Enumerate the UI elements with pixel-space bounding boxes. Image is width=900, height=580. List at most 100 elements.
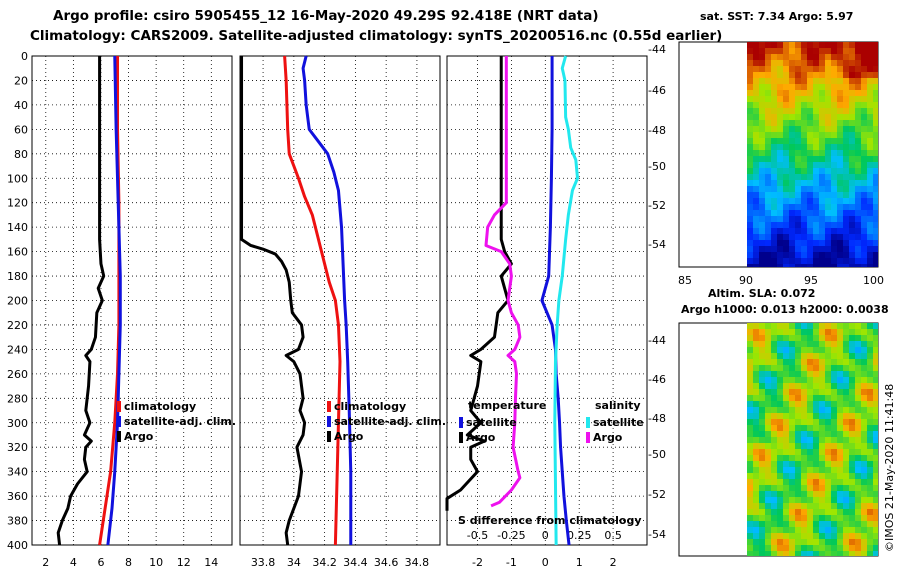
sst-cell: [795, 78, 801, 84]
sla-cell: [759, 341, 765, 347]
sla-cell: [813, 395, 819, 401]
sla-cell: [795, 539, 801, 545]
sst-cell: [873, 210, 878, 216]
sla-cell: [795, 359, 801, 365]
sst-cell: [819, 258, 825, 264]
sla-cell: [831, 389, 837, 395]
x-tick-label: 14: [204, 556, 218, 569]
depth-tick-label: 180: [7, 270, 28, 283]
x-tick-label: 6: [97, 556, 104, 569]
sst-cell: [807, 258, 813, 264]
sla-cell: [801, 335, 807, 341]
sst-cell: [771, 72, 777, 78]
sst-cell: [843, 228, 849, 234]
sla-cell: [795, 401, 801, 407]
sst-cell: [789, 258, 795, 264]
sla-cell: [759, 461, 765, 467]
sla-cell: [759, 545, 765, 551]
sla-cell: [783, 545, 789, 551]
sla-cell: [825, 485, 831, 491]
sla-cell: [801, 419, 807, 425]
sla-cell: [849, 503, 855, 509]
sst-cell: [807, 66, 813, 72]
sst-cell: [849, 144, 855, 150]
sla-cell: [801, 467, 807, 473]
sla-cell: [843, 425, 849, 431]
sla-cell: [861, 539, 867, 545]
sla-cell: [807, 449, 813, 455]
sla-cell: [789, 407, 795, 413]
imos-credit: ©IMOS 21-May-2020 11:41:48: [883, 384, 896, 552]
sla-cell: [759, 485, 765, 491]
sst-cell: [753, 114, 759, 120]
sst-cell: [795, 216, 801, 222]
sla-cell: [831, 491, 837, 497]
sst-cell: [831, 42, 837, 48]
sla-cell: [801, 545, 807, 551]
sst-cell: [795, 228, 801, 234]
sla-cell: [765, 509, 771, 515]
sst-cell: [765, 90, 771, 96]
sla-cell: [819, 467, 825, 473]
sst-cell: [849, 42, 855, 48]
sst-cell: [861, 48, 867, 54]
sst-cell: [801, 168, 807, 174]
sla-cell: [843, 395, 849, 401]
sla-cell: [873, 371, 878, 377]
sla-cell: [873, 431, 878, 437]
sla-cell: [753, 461, 759, 467]
sst-cell: [801, 78, 807, 84]
sla-cell: [861, 521, 867, 527]
sla-cell: [789, 545, 795, 551]
sst-cell: [807, 42, 813, 48]
sst-cell: [831, 60, 837, 66]
sst-cell: [837, 78, 843, 84]
sst-cell: [759, 78, 765, 84]
sst-cell: [825, 60, 831, 66]
sla-cell: [873, 497, 878, 503]
temperature-legend: climatology satellite-adj. clim. Argo: [117, 400, 236, 443]
sst-cell: [807, 192, 813, 198]
sla-cell: [867, 467, 873, 473]
sla-cell: [759, 431, 765, 437]
sst-cell: [783, 228, 789, 234]
sla-cell: [759, 419, 765, 425]
sla-cell: [795, 545, 801, 551]
sla-cell: [855, 509, 861, 515]
sst-cell: [819, 108, 825, 114]
sla-cell: [777, 341, 783, 347]
sst-cell: [795, 204, 801, 210]
sst-cell: [861, 132, 867, 138]
sst-cell: [777, 138, 783, 144]
sla-cell: [807, 425, 813, 431]
sla-cell: [783, 425, 789, 431]
sla-cell: [867, 347, 873, 353]
sst-cell: [795, 54, 801, 60]
sla-cell: [855, 527, 861, 533]
sst-cell: [825, 186, 831, 192]
sla-cell: [753, 539, 759, 545]
sst-cell: [813, 246, 819, 252]
sst-cell: [759, 114, 765, 120]
sla-cell: [795, 497, 801, 503]
sla-cell: [831, 365, 837, 371]
sla-cell: [825, 413, 831, 419]
sst-cell: [801, 246, 807, 252]
sst-cell: [771, 120, 777, 126]
sst-cell: [873, 264, 878, 267]
sla-cell: [849, 533, 855, 539]
sst-cell: [831, 174, 837, 180]
sst-cell: [807, 264, 813, 267]
sst-cell: [819, 102, 825, 108]
sla-cell: [867, 341, 873, 347]
sla-cell: [801, 353, 807, 359]
sla-cell: [843, 473, 849, 479]
sst-cell: [747, 156, 753, 162]
sst-cell: [789, 216, 795, 222]
sst-cell: [807, 144, 813, 150]
sst-cell: [873, 252, 878, 258]
sla-cell: [849, 335, 855, 341]
sla-cell: [837, 407, 843, 413]
sla-cell: [783, 395, 789, 401]
sla-cell: [801, 539, 807, 545]
